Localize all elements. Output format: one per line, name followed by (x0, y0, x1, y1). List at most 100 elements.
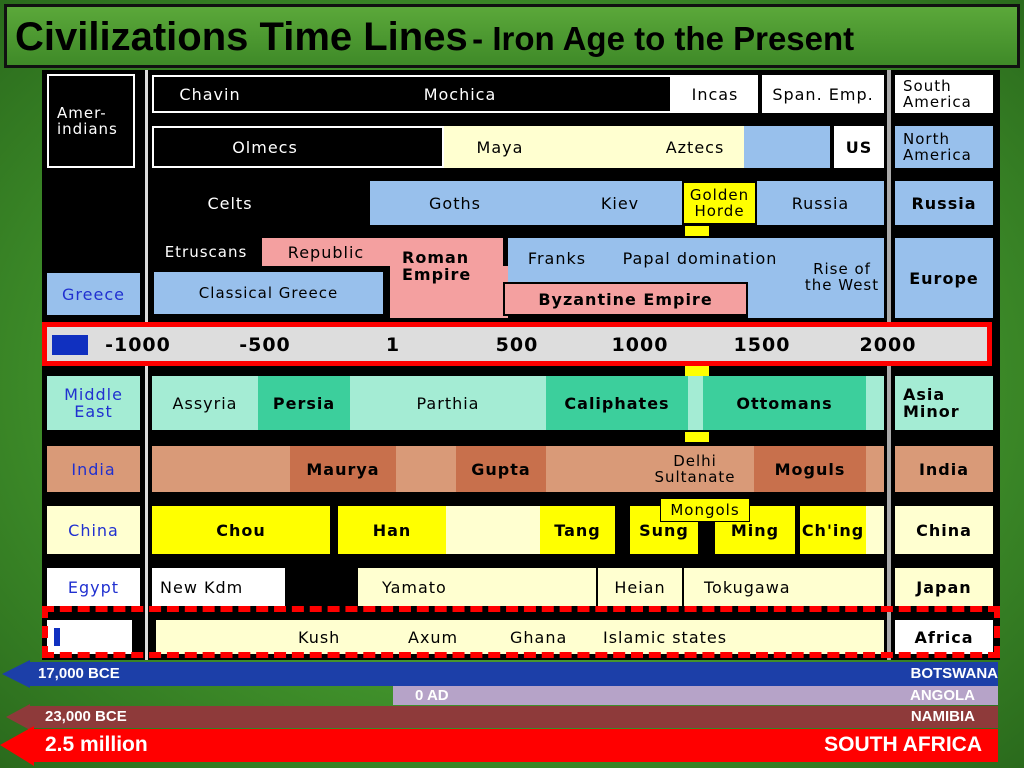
band-label: SOUTH AFRICA (824, 733, 982, 756)
band-label: 2.5 million (45, 733, 148, 756)
block (685, 366, 709, 376)
label: Republic (262, 238, 390, 266)
region-label: Greece (47, 273, 140, 315)
region-label: Egypt (47, 568, 140, 606)
band (28, 706, 998, 728)
label: Celts (207, 193, 253, 213)
block (446, 506, 540, 554)
label: Chavin (179, 84, 241, 104)
tick-label: 2000 (859, 334, 917, 356)
region-label: India (47, 446, 140, 492)
block (866, 376, 884, 430)
label: Parthia (350, 376, 546, 430)
region-label: Asia Minor (895, 376, 993, 430)
block (508, 238, 884, 282)
region-label: China (895, 506, 993, 554)
label: Byzantine Empire (503, 282, 748, 316)
label: Gupta (456, 446, 546, 492)
block (370, 181, 682, 225)
band-label: 23,000 BCE (45, 708, 127, 725)
region-label: India (895, 446, 993, 492)
label: Kush (298, 627, 341, 647)
label: Assyria (152, 376, 258, 430)
block (866, 506, 884, 554)
label: Tokugawa (684, 568, 884, 606)
block (866, 446, 884, 492)
block (444, 126, 744, 168)
label: Caliphates (546, 376, 688, 430)
band (28, 729, 998, 762)
band-label: 17,000 BCE (38, 665, 120, 682)
band-label: ANGOLA (910, 687, 975, 704)
tick-label: 1500 (733, 334, 791, 356)
label: Islamic states (603, 627, 728, 647)
tick-label: -1000 (105, 334, 171, 356)
label: Axum (408, 627, 459, 647)
block (685, 432, 709, 442)
region-label: Africa (895, 620, 993, 654)
region-label: North America (895, 126, 993, 168)
block (156, 620, 884, 654)
label: Ch'ing (800, 506, 866, 554)
block (152, 446, 290, 492)
region-label: Russia (895, 181, 993, 225)
arrow (0, 726, 34, 766)
label: Ghana (510, 627, 568, 647)
block (688, 376, 703, 430)
arrow (2, 660, 30, 688)
tick-label: 1 (385, 334, 401, 356)
label: Incas (672, 75, 758, 113)
title: Civilizations Time Lines (15, 15, 468, 59)
label: Ottomans (703, 376, 866, 430)
region-label: Middle East (47, 376, 140, 430)
label: Yamato (358, 568, 596, 606)
label: Franks (527, 248, 587, 268)
label: New Kdm (152, 568, 285, 606)
label: Maya (476, 137, 524, 157)
timeline-bar (42, 322, 992, 366)
block (685, 226, 709, 236)
band-label: 0 AD (415, 687, 449, 704)
band-label: BOTSWANA (910, 665, 999, 682)
label: Rise of the West (804, 260, 880, 294)
label: Russia (757, 181, 884, 225)
label: Golden Horde (682, 181, 757, 225)
region-label: South America (895, 75, 993, 113)
label: Han (338, 506, 446, 554)
block (744, 126, 830, 168)
label: Persia (258, 376, 350, 430)
label: Mochica (423, 84, 497, 104)
subtitle: - Iron Age to the Present (472, 20, 855, 57)
label: Aztecs (665, 137, 725, 157)
label: Maurya (290, 446, 396, 492)
arrow (6, 704, 30, 730)
arrow-icon (54, 628, 86, 646)
label: Roman Empire (390, 238, 503, 318)
label: Etruscans (164, 243, 248, 261)
block (546, 446, 754, 492)
band (28, 662, 998, 686)
label: Olmecs (232, 137, 298, 157)
tick-label: 500 (495, 334, 539, 356)
region-label: Europe (895, 238, 993, 318)
block (152, 126, 444, 168)
label: Span. Emp. (762, 75, 884, 113)
label: Heian (598, 568, 682, 606)
label: Mongols (660, 498, 750, 522)
label: Moguls (754, 446, 866, 492)
label: Ming (715, 506, 795, 554)
tick-label: -500 (239, 334, 291, 356)
label: Delhi Sultanate (654, 452, 736, 486)
label: Chou (152, 506, 330, 554)
tick-label: 1000 (611, 334, 669, 356)
region-label: China (47, 506, 140, 554)
label: Classical Greece (152, 270, 385, 316)
band-label: NAMIBIA (910, 708, 975, 725)
region-label: Japan (895, 568, 993, 606)
label: Goths (429, 193, 481, 213)
label: Kiev (600, 193, 640, 213)
highlight (42, 606, 1000, 658)
label: Papal domination (622, 248, 778, 268)
